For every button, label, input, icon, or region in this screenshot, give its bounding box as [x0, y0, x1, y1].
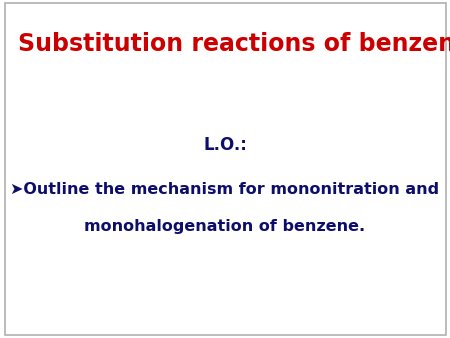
Text: ➤Outline the mechanism for mononitration and: ➤Outline the mechanism for mononitration…: [10, 182, 440, 197]
Text: Substitution reactions of benzene: Substitution reactions of benzene: [18, 32, 450, 56]
Text: monohalogenation of benzene.: monohalogenation of benzene.: [85, 219, 365, 234]
Text: L.O.:: L.O.:: [203, 136, 247, 154]
